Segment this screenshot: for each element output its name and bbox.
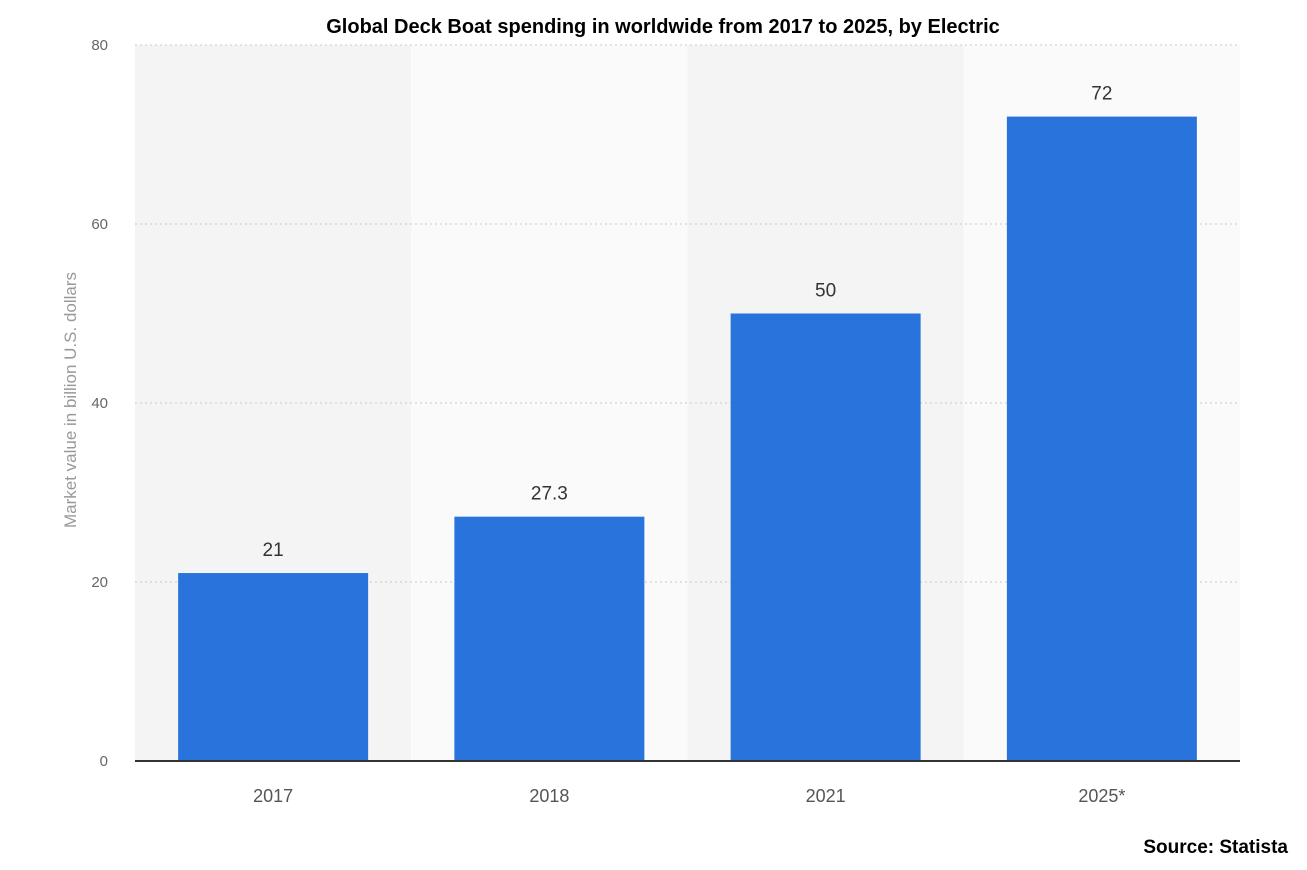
value-label: 21: [263, 540, 284, 561]
bar: [730, 313, 921, 761]
bar: [454, 516, 645, 761]
value-labels: 21 27.3 50 72: [263, 84, 1113, 561]
y-tick-label: 0: [100, 753, 108, 770]
y-tick-labels: 0 20 40 60 80: [91, 37, 108, 770]
value-label: 50: [815, 281, 836, 302]
y-tick-label: 40: [91, 395, 108, 412]
chart-title: Global Deck Boat spending in worldwide f…: [326, 16, 1000, 38]
x-tick-label: 2025*: [1078, 786, 1125, 806]
y-tick-label: 60: [91, 216, 108, 233]
y-tick-label: 20: [91, 574, 108, 591]
source-label: Source: Statista: [1143, 837, 1288, 858]
x-tick-label: 2018: [529, 786, 569, 806]
x-tick-labels: 2017 2018 2021 2025*: [253, 786, 1125, 806]
x-tick-label: 2021: [806, 786, 846, 806]
value-label: 27.3: [531, 484, 568, 505]
y-tick-label: 80: [91, 37, 108, 54]
y-axis-label: Market value in billion U.S. dollars: [61, 272, 80, 528]
x-tick-label: 2017: [253, 786, 293, 806]
bars: [178, 116, 1197, 762]
bar: [178, 573, 369, 761]
value-label: 72: [1091, 84, 1112, 105]
bar: [1006, 116, 1197, 762]
